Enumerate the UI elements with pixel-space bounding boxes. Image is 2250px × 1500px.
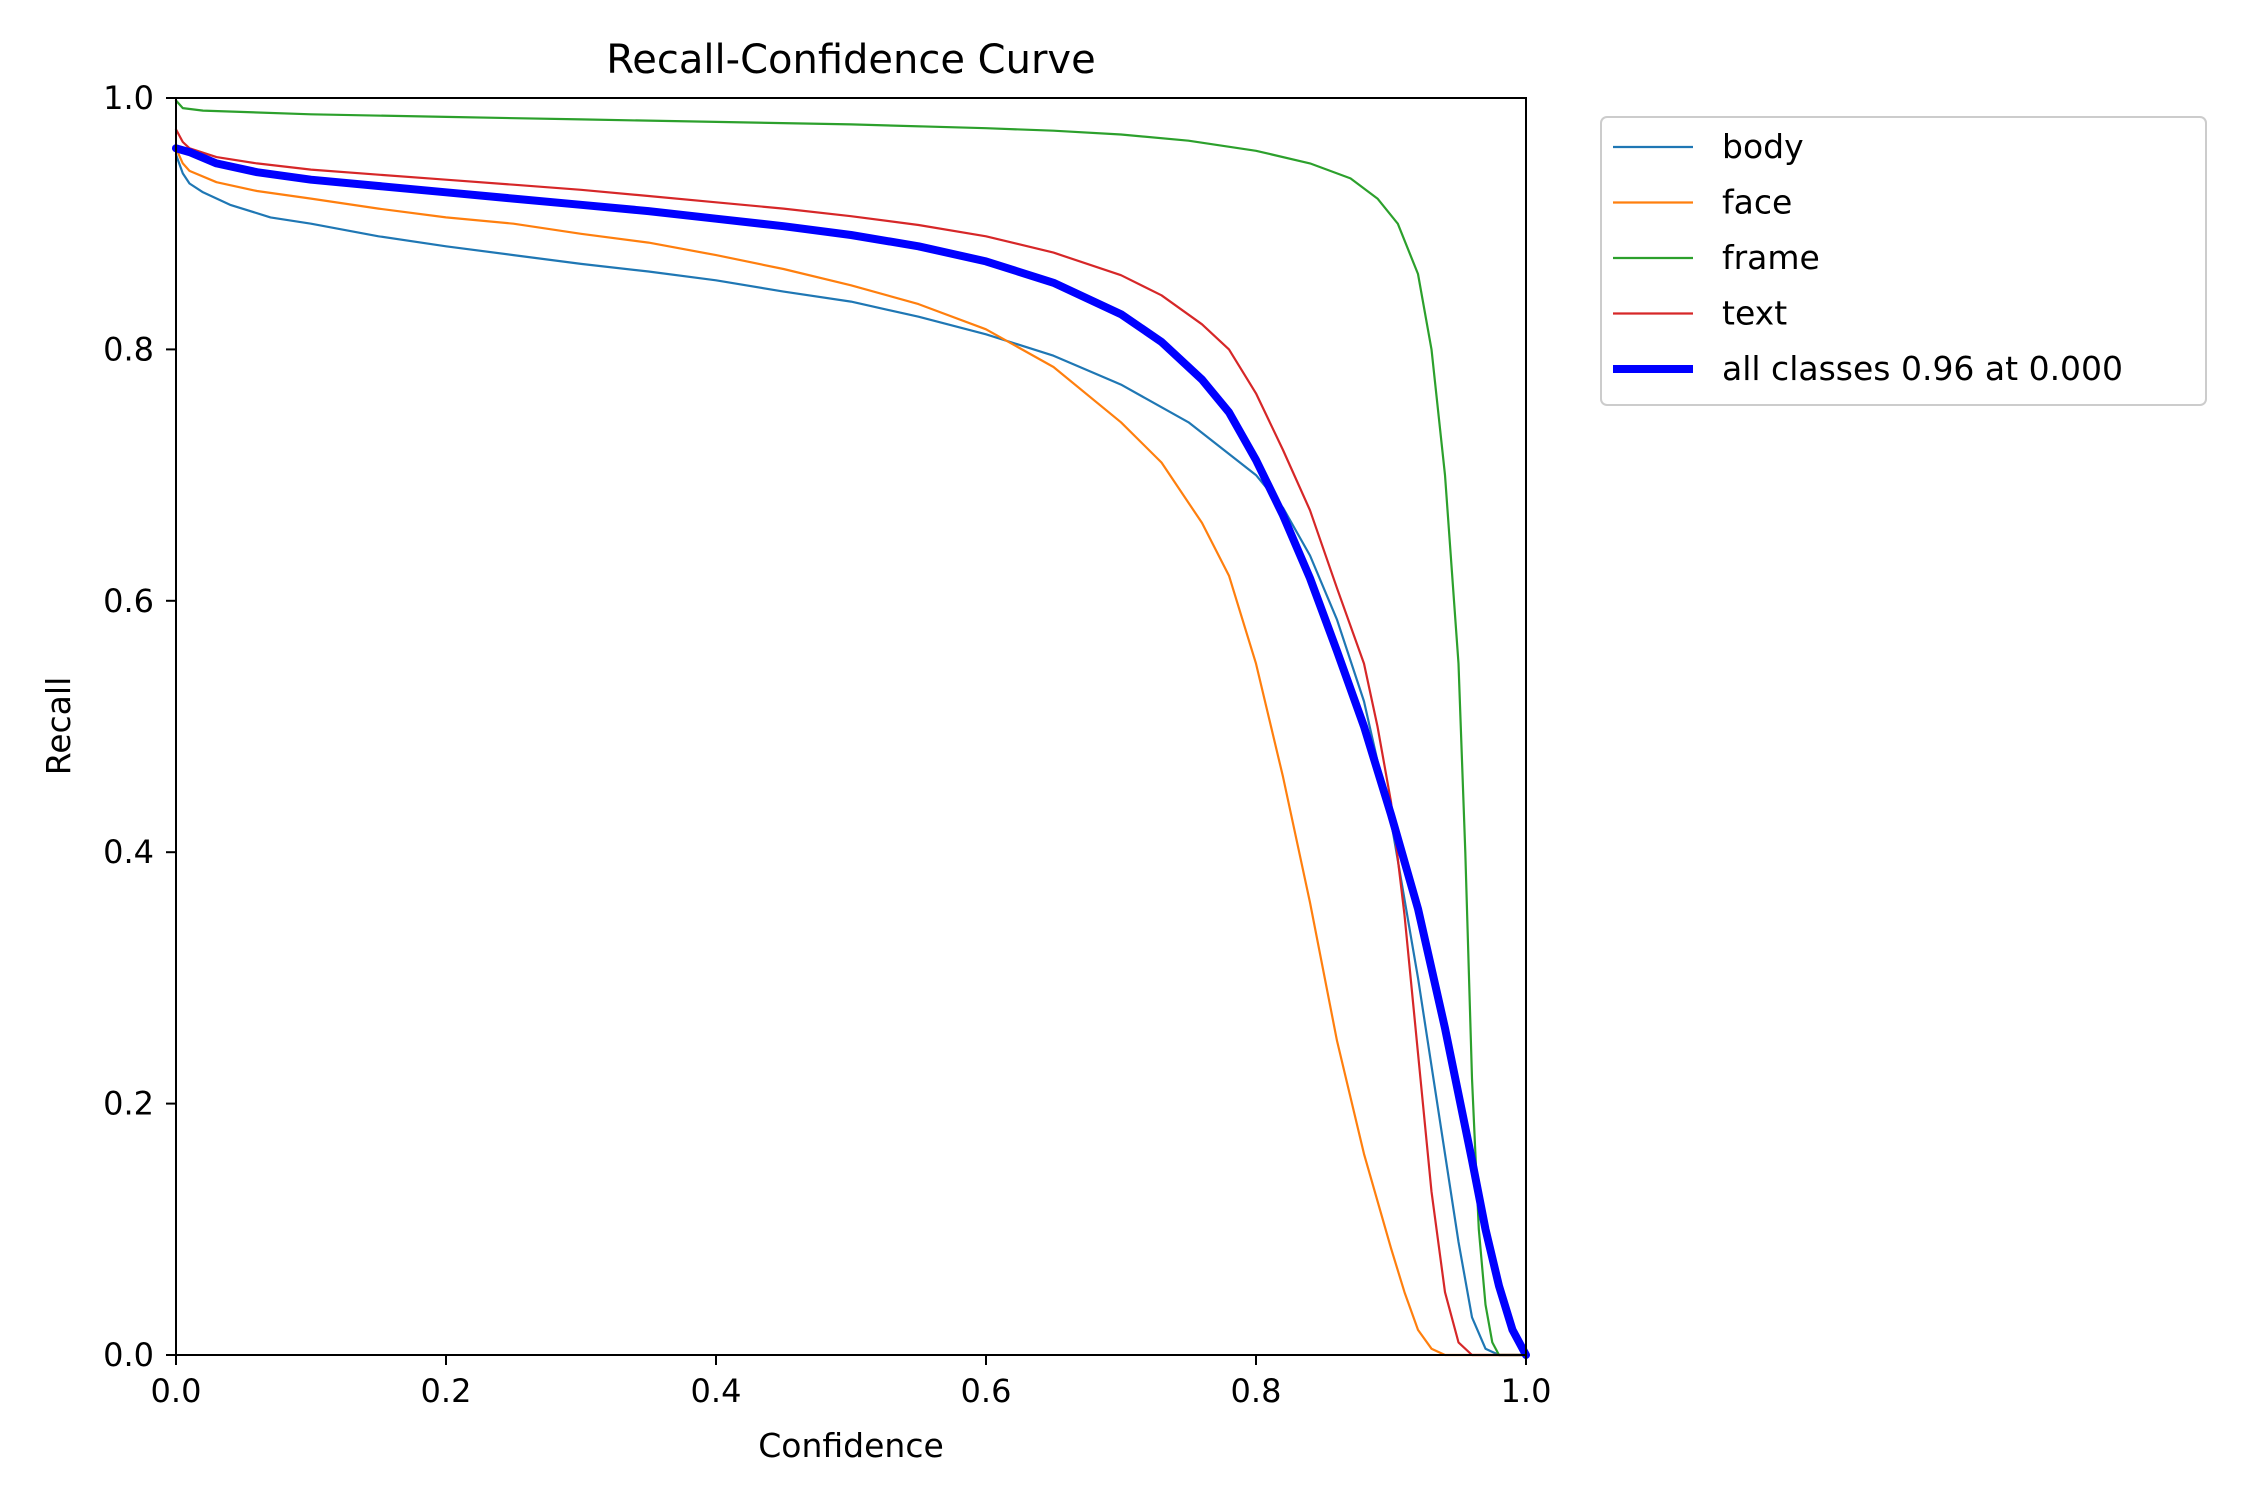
- y-tick-label: 0.2: [103, 1085, 154, 1123]
- series-line-text: [174, 128, 1528, 1357]
- legend-label-body: body: [1722, 127, 1804, 166]
- x-tick-label: 0.6: [961, 1372, 1012, 1410]
- x-axis-label: Confidence: [758, 1426, 944, 1465]
- x-tick-label: 0.8: [1231, 1372, 1282, 1410]
- series-line-frame: [174, 99, 1528, 1357]
- y-axis-label: Recall: [39, 677, 78, 775]
- legend-label-face: face: [1722, 183, 1792, 222]
- y-tick-label: 0.6: [103, 582, 154, 620]
- y-tick-label: 0.0: [103, 1336, 154, 1374]
- series-line-body: [174, 153, 1528, 1357]
- legend-label-text: text: [1722, 294, 1787, 333]
- x-tick-label: 1.0: [1501, 1372, 1552, 1410]
- x-tick-label: 0.4: [691, 1372, 742, 1410]
- series-line-face: [174, 147, 1528, 1357]
- legend-label-frame: frame: [1722, 238, 1820, 277]
- series-layer: [172, 99, 1530, 1359]
- series-line-all-classes: [172, 144, 1530, 1359]
- x-tick-label: 0.2: [421, 1372, 472, 1410]
- x-tick-label: 0.0: [151, 1372, 202, 1410]
- x-axis-ticks: 0.0 0.2 0.4 0.6 0.8 1.0: [151, 1355, 1552, 1410]
- chart-title: Recall-Confidence Curve: [606, 37, 1095, 83]
- y-tick-label: 1.0: [103, 79, 154, 117]
- y-tick-label: 0.8: [103, 330, 154, 368]
- legend-box: [1600, 116, 2207, 406]
- legend-label-all-classes: all classes 0.96 at 0.000: [1722, 349, 2123, 388]
- legend-entries: body face frame text all classes 0.96 at 0.0…: [1613, 127, 2123, 388]
- y-tick-label: 0.4: [103, 833, 154, 871]
- legend: body face frame text all classes 0.96 at 0.0…: [1600, 116, 2207, 406]
- y-axis-ticks: 0.0 0.2 0.4 0.6 0.8 1.0: [103, 79, 176, 1374]
- plot-area-frame: [175, 97, 1527, 1356]
